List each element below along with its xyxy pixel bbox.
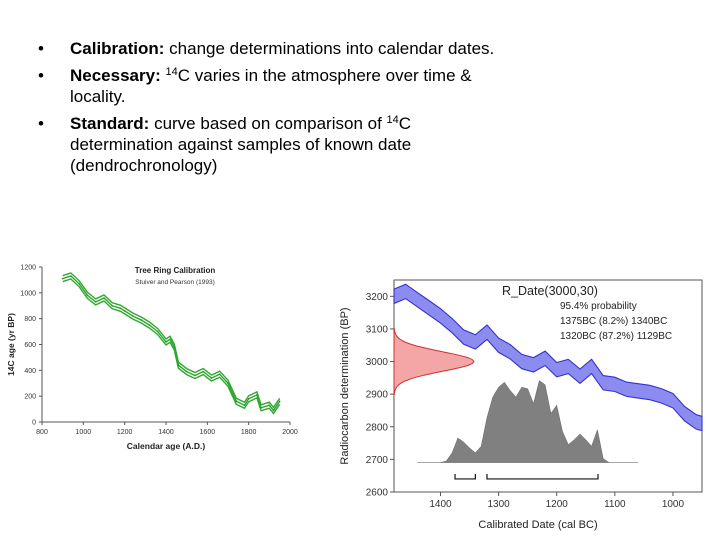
y-tick-label: 2600 — [366, 488, 389, 499]
data-point — [227, 382, 229, 385]
y-tick-label: 1200 — [20, 265, 36, 272]
y-tick-label: 2800 — [366, 422, 389, 433]
data-point — [94, 301, 97, 303]
y-tick-label: 2900 — [366, 390, 389, 401]
y-tick-label: 600 — [24, 342, 36, 349]
range-bracket — [454, 473, 476, 480]
x-tick-label: 1200 — [546, 499, 569, 510]
x-tick-label: 1400 — [158, 429, 174, 436]
data-point — [247, 397, 250, 400]
bullet-dot: • — [38, 114, 44, 133]
data-point — [156, 330, 159, 333]
y-tick-label: 800 — [24, 316, 36, 323]
data-point — [177, 364, 180, 366]
bullet-text: change determinations into calendar date… — [164, 39, 495, 58]
posterior-distribution — [440, 380, 610, 463]
chart-title: Tree Ring Calibration — [135, 266, 216, 275]
data-point — [235, 400, 238, 403]
superscript-14: 14 — [386, 114, 399, 126]
bullet-label: Necessary: — [70, 66, 161, 85]
radiocarbon-calibration-chart: 2600 2700 2800 2900 3000 3100 3200 1400 1300 1200… — [339, 279, 703, 531]
y-tick-label: 3100 — [366, 324, 389, 335]
bullet-dot: • — [38, 39, 44, 58]
x-tick-label: 1300 — [487, 499, 510, 510]
data-point — [61, 277, 64, 280]
data-point — [256, 394, 258, 396]
y-tick-label: 400 — [24, 368, 36, 375]
annotation-range-1: 1375BC (8.2%) 1340BC — [560, 316, 667, 327]
y-tick-label: 1000 — [20, 290, 36, 297]
x-tick-label: 1400 — [429, 499, 452, 510]
data-point — [194, 374, 196, 377]
data-point — [165, 341, 167, 343]
data-point — [268, 404, 271, 407]
data-point — [173, 346, 176, 348]
y-tick-label: 0 — [32, 420, 36, 427]
data-point — [123, 310, 126, 312]
x-axis-label: Calendar age (A.D.) — [127, 441, 206, 451]
bullet-dot: • — [38, 66, 44, 85]
data-point — [218, 373, 221, 376]
chart-title: R_Date(3000,30) — [502, 284, 598, 298]
bullet-calibration: • Calibration: change determinations int… — [38, 38, 498, 59]
data-point — [272, 409, 275, 412]
bullet-text-pre: curve based on comparison of — [149, 114, 387, 133]
y-tick-label: 3200 — [366, 292, 389, 303]
y-tick-label: 3000 — [366, 357, 389, 368]
y-axis-label: 14C age (yr BP) — [6, 313, 16, 376]
data-point — [70, 275, 72, 277]
range-bracket — [486, 473, 599, 480]
data-point — [210, 377, 213, 379]
data-point — [140, 319, 142, 321]
data-point — [86, 294, 89, 297]
radiocarbon-measurement-distribution — [393, 327, 475, 396]
calibration-curve-line — [62, 272, 281, 409]
superscript-14: 14 — [165, 66, 178, 78]
x-axis-label: Calibrated Date (cal BC) — [478, 519, 597, 531]
x-tick-label: 1200 — [117, 429, 133, 436]
annotation-probability: 95.4% probability — [560, 301, 637, 312]
data-point — [103, 297, 105, 299]
x-tick-label: 1000 — [76, 429, 92, 436]
bullet-text: C determination against samples of known… — [70, 114, 412, 175]
data-point — [169, 338, 171, 341]
data-point — [260, 406, 262, 409]
annotation-range-2: 1320BC (87.2%) 1129BC — [560, 331, 672, 342]
data-point — [148, 324, 151, 326]
bullet-necessary: • Necessary: 14C varies in the atmospher… — [38, 65, 498, 107]
bullet-label: Standard: — [70, 114, 150, 133]
bullet-text: C varies in the atmosphere over time & l… — [70, 66, 472, 106]
y-tick-label: 200 — [24, 394, 36, 401]
calibration-curve-line — [62, 278, 281, 415]
y-axis-label: Radiocarbon determination (BP) — [339, 307, 351, 464]
bullet-standard: • Standard: curve based on comparison of… — [38, 113, 498, 176]
data-point — [132, 315, 134, 317]
calibration-curve-band — [393, 283, 703, 432]
x-tick-label: 2000 — [282, 429, 298, 436]
x-tick-label: 1100 — [604, 499, 626, 510]
y-tick-label: 2700 — [366, 455, 389, 466]
bullet-list: • Calibration: change determinations int… — [38, 38, 498, 182]
data-point — [202, 370, 204, 373]
bullet-label: Calibration: — [70, 39, 165, 58]
x-tick-label: 1600 — [200, 429, 216, 436]
x-tick-label: 1000 — [662, 499, 685, 510]
x-tick-label: 800 — [36, 429, 48, 436]
tree-ring-calibration-chart: 0 200 400 600 800 1000 1200 800 1000 1200 1400 1600… — [6, 265, 298, 452]
data-point — [278, 400, 281, 403]
x-tick-label: 1800 — [241, 429, 257, 436]
data-point — [119, 307, 122, 310]
data-point — [185, 370, 188, 373]
data-point — [243, 404, 246, 407]
data-point — [111, 304, 114, 307]
data-point — [78, 282, 80, 285]
chart-subtitle: Stuiver and Pearson (1993) — [135, 279, 215, 286]
